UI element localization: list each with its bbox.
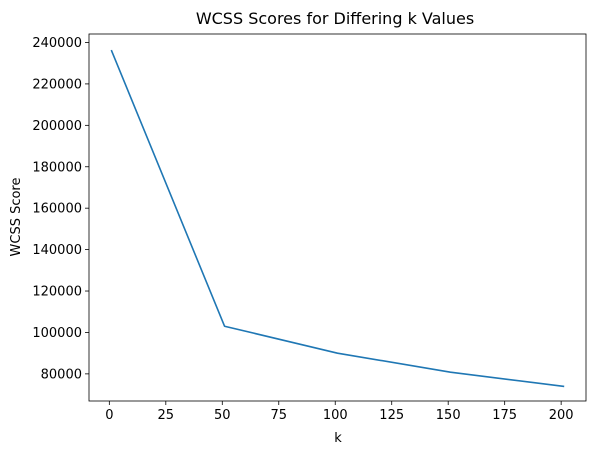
x-tick-label: 75 — [270, 408, 287, 423]
x-axis-label: k — [334, 431, 342, 446]
x-tick-label: 25 — [158, 408, 175, 423]
y-tick-label: 100000 — [32, 326, 82, 341]
x-tick-label: 50 — [214, 408, 231, 423]
x-tick-label: 175 — [492, 408, 517, 423]
y-tick-label: 200000 — [32, 119, 82, 134]
y-tick-label: 220000 — [32, 77, 82, 92]
x-tick-label: 200 — [549, 408, 574, 423]
series-line — [110, 49, 565, 388]
axes-frame — [88, 33, 587, 402]
chart-title: WCSS Scores for Differing k Values — [196, 9, 474, 28]
y-tick-label: 180000 — [32, 160, 82, 175]
plot-area: 0 25 50 75 100 125 150 175 200 80000 100000 120000 1… — [32, 33, 587, 423]
y-tick-label: 160000 — [32, 202, 82, 217]
y-tick-label: 120000 — [32, 285, 82, 300]
x-tick-label: 125 — [379, 408, 404, 423]
y-tick-label: 240000 — [32, 36, 82, 51]
y-axis-label: WCSS Score — [9, 178, 24, 257]
plot-background — [89, 34, 586, 401]
x-tick-label: 0 — [105, 408, 113, 423]
y-tick-label: 80000 — [41, 367, 82, 382]
y-tick-label: 140000 — [32, 243, 82, 258]
x-tick-label: 100 — [323, 408, 348, 423]
x-tick-label: 150 — [436, 408, 461, 423]
